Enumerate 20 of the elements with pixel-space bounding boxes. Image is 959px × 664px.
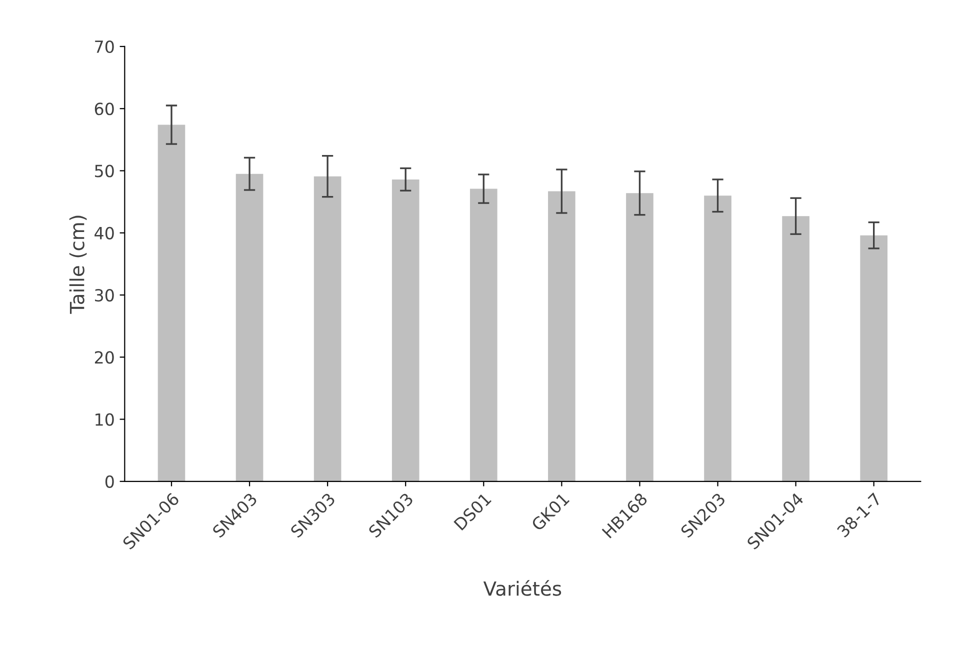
bar [392,179,420,482]
bar [704,196,732,482]
y-axis-title: Taille (cm) [69,216,87,314]
bar [158,124,186,482]
bar [548,191,576,482]
y-tick-label: 70 [95,40,114,54]
y-tick-label: 0 [105,475,114,488]
y-tick-label: 60 [94,102,114,116]
bar [314,176,342,482]
y-tick-label: 10 [96,413,114,426]
bar [236,174,264,482]
y-tick-label: 30 [95,288,114,302]
bar [470,188,498,482]
y-tick-label: 40 [94,226,114,240]
bar [860,235,888,482]
y-tick-label: 20 [94,351,114,364]
x-axis-title: Variétés [483,580,562,596]
bar [626,193,654,482]
y-tick-label: 50 [95,164,114,178]
bar [782,216,810,482]
